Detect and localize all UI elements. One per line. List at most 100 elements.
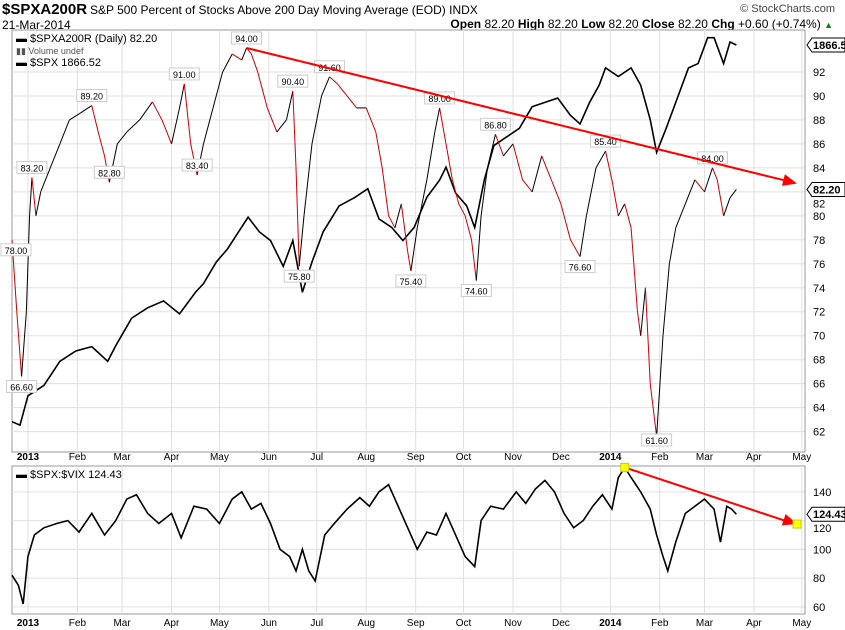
spxa200r-segment <box>241 47 248 61</box>
spxa200r-segment <box>388 215 396 229</box>
y-tick-label: 92 <box>813 67 825 79</box>
annotation-box <box>641 433 673 447</box>
spxa200r-segment <box>475 215 482 281</box>
y-tick-label: 84 <box>813 163 825 175</box>
y-tick-label: 88 <box>813 115 825 127</box>
spxa200r-segment <box>346 95 358 109</box>
annotation-label: 84.00 <box>701 154 724 164</box>
x-tick-label: Jul <box>310 618 323 629</box>
annotation-label: 91.00 <box>173 70 196 80</box>
x-tick-label: 2013 <box>17 618 40 629</box>
plot-panel-1 <box>11 29 806 453</box>
annotation-box <box>424 91 456 105</box>
spxa200r-segment <box>579 215 587 257</box>
spxa200r-segment <box>321 76 330 97</box>
annotation-box <box>231 31 263 45</box>
spxa200r-segment <box>375 131 383 168</box>
x-tick-label: May <box>792 618 811 629</box>
y-tick-label: 120 <box>813 523 831 535</box>
spxa200r-segment <box>640 287 646 336</box>
low-value: 82.20 <box>608 17 639 31</box>
spxa200r-segment <box>458 203 466 217</box>
trend-endpoint-marker <box>620 462 630 472</box>
spxa200r-segment <box>69 113 80 121</box>
annotation-label: 86.80 <box>484 120 507 130</box>
spxa200r-segment <box>480 167 488 216</box>
close-label: Close <box>641 17 675 31</box>
y-tick-label: 68 <box>813 355 825 367</box>
x-tick-label: Jul <box>310 452 323 463</box>
x-tick-label: Feb <box>651 452 669 463</box>
annotation-label: 75.40 <box>400 277 423 287</box>
x-tick-label: 2013 <box>17 452 40 463</box>
y-tick-label: 62 <box>813 427 825 439</box>
last-value-tag: 82.20 <box>813 184 841 196</box>
x-tick-label: May <box>792 452 811 463</box>
spxa200r-segment <box>49 143 61 169</box>
spxa200r-segment <box>407 251 412 272</box>
x-tick-label: Oct <box>456 452 472 463</box>
x-tick-label: Jun <box>261 618 277 629</box>
spxa200r-segment <box>494 134 504 157</box>
spxa200r-segment <box>585 167 597 216</box>
spxa200r-segment <box>644 287 651 384</box>
annotation-label: 85.40 <box>594 137 617 147</box>
y-tick-label: 82 <box>813 198 825 210</box>
x-tick-label: Aug <box>357 452 375 463</box>
x-tick-label: Dec <box>552 452 570 463</box>
spxa200r-segment <box>59 119 70 145</box>
annotation-box <box>181 158 213 172</box>
spxa200r-segment <box>486 134 496 168</box>
ohlc-readout: Open 82.20 High 82.20 Low 82.20 Close 82… <box>450 17 833 31</box>
high-value: 82.20 <box>547 17 578 31</box>
symbol-title: $SPXA200R <box>2 1 88 18</box>
spxa200r-segment <box>285 91 294 121</box>
annotation-box <box>6 379 38 393</box>
spxa200r-segment <box>35 191 42 216</box>
chart-date: 21-Mar-2014 <box>2 18 71 32</box>
y-tick-label: 100 <box>813 544 831 556</box>
spxa200r-segment <box>292 91 297 168</box>
annotation-label: 90.40 <box>282 77 305 87</box>
spxa200r-segment <box>434 107 441 133</box>
spxa200r-segment <box>684 179 696 205</box>
open-label: Open <box>450 17 482 31</box>
x-tick-label: Mar <box>696 618 714 629</box>
spx-last-tag-box <box>806 37 845 53</box>
annotation-box <box>93 165 125 179</box>
x-tick-label: Mar <box>696 452 714 463</box>
annotation-label: 83.40 <box>186 161 209 171</box>
main-trendline <box>246 47 790 183</box>
annotation-box <box>395 274 427 288</box>
spxa200r-segment <box>303 143 313 216</box>
x-tick-label: Nov <box>504 452 522 463</box>
y-tick-label: 80 <box>813 573 825 585</box>
spxa200r-segment <box>311 95 323 144</box>
x-tick-label: Mar <box>113 452 131 463</box>
spxa200r-segment <box>694 179 705 193</box>
spxa200r-segment <box>337 83 348 97</box>
spxa200r-segment <box>179 83 185 109</box>
spxa200r-segment <box>151 101 163 121</box>
x-tick-label: Mar <box>113 618 131 629</box>
plot-panel-2 <box>11 465 806 615</box>
spxa200r-segment <box>595 150 606 169</box>
spx-line <box>11 36 737 427</box>
trend-endpoint-marker <box>792 519 802 529</box>
spxa200r-segment <box>624 203 632 228</box>
annotation-box <box>283 269 315 283</box>
spxa200r-segment <box>649 383 658 437</box>
spxa200r-segment <box>522 179 533 193</box>
main-trend-arrowhead <box>781 174 798 186</box>
up-triangle-icon: ▲ <box>824 20 833 30</box>
y-tick-label: 78 <box>813 235 825 247</box>
x-tick-label: Feb <box>69 452 87 463</box>
spxa200r-segment <box>617 203 626 217</box>
y-tick-label: 140 <box>813 487 831 499</box>
spxa200r-segment <box>416 179 428 228</box>
spxa200r-segment <box>25 215 31 312</box>
spxa200r-segment <box>464 215 473 240</box>
annotation-label: 66.60 <box>10 382 33 392</box>
y-tick-label: 74 <box>813 283 825 295</box>
spxa200r-segment <box>570 239 581 257</box>
